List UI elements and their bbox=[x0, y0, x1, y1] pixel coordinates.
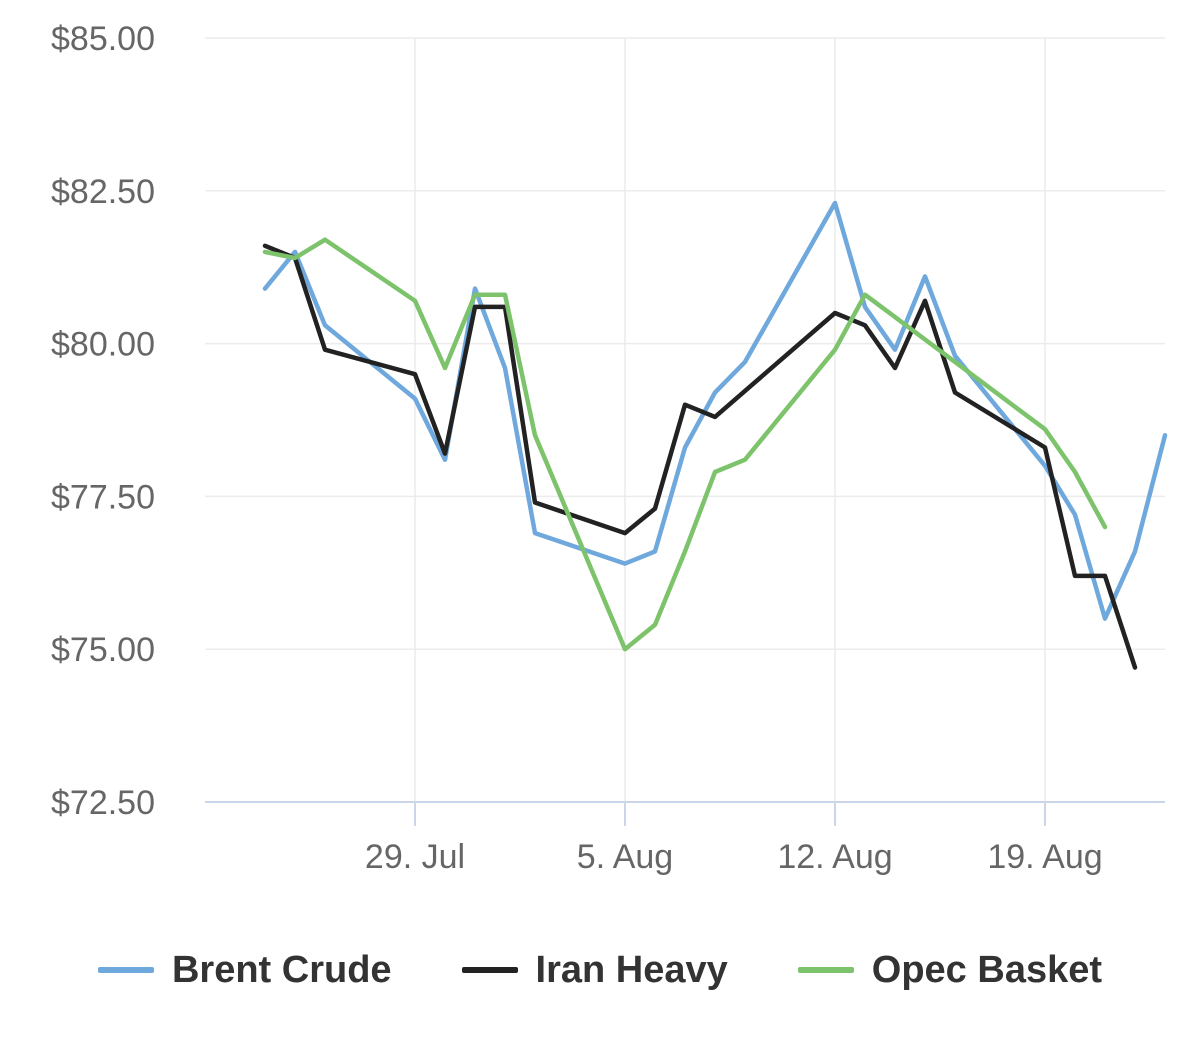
price-line-chart: $72.50 $75.00 $77.50 $80.00 $82.50 $85.00 29.… bbox=[51, 20, 1168, 876]
x-axis: 29. Jul 5. Aug 12. Aug 19. Aug bbox=[205, 801, 1165, 876]
y-axis: $72.50 $75.00 $77.50 $80.00 $82.50 $85.00 bbox=[51, 20, 155, 822]
y-tick-label: $77.50 bbox=[51, 478, 155, 516]
legend-item-opec-basket[interactable]: Opec Basket bbox=[797, 948, 1103, 992]
chart-legend: Brent Crude Iran Heavy Opec Basket bbox=[0, 940, 1200, 1000]
y-tick-label: $80.00 bbox=[51, 326, 155, 364]
series-line-iran-heavy bbox=[262, 243, 1138, 670]
legend-swatch bbox=[97, 967, 154, 973]
legend-swatch bbox=[461, 967, 518, 973]
x-tick-label: 12. Aug bbox=[777, 838, 892, 876]
x-tick-label: 5. Aug bbox=[577, 838, 673, 876]
grid-layer bbox=[205, 37, 1165, 802]
y-tick-label: $75.00 bbox=[51, 631, 155, 669]
y-tick-label: $82.50 bbox=[51, 173, 155, 211]
legend-label: Iran Heavy bbox=[535, 948, 728, 991]
y-tick-label: $72.50 bbox=[51, 784, 155, 822]
x-tick-label: 19. Aug bbox=[987, 838, 1102, 876]
legend-item-iran-heavy[interactable]: Iran Heavy bbox=[461, 948, 728, 992]
legend-item-brent-crude[interactable]: Brent Crude bbox=[97, 948, 392, 992]
legend-label: Brent Crude bbox=[171, 948, 392, 991]
series-line-opec-basket bbox=[262, 237, 1108, 652]
series-layer bbox=[262, 200, 1168, 670]
legend-swatch bbox=[797, 967, 854, 973]
x-tick-label: 29. Jul bbox=[365, 838, 465, 876]
legend-label: Opec Basket bbox=[871, 948, 1103, 991]
series-line-brent-crude bbox=[262, 200, 1168, 621]
y-tick-label: $85.00 bbox=[51, 20, 155, 58]
